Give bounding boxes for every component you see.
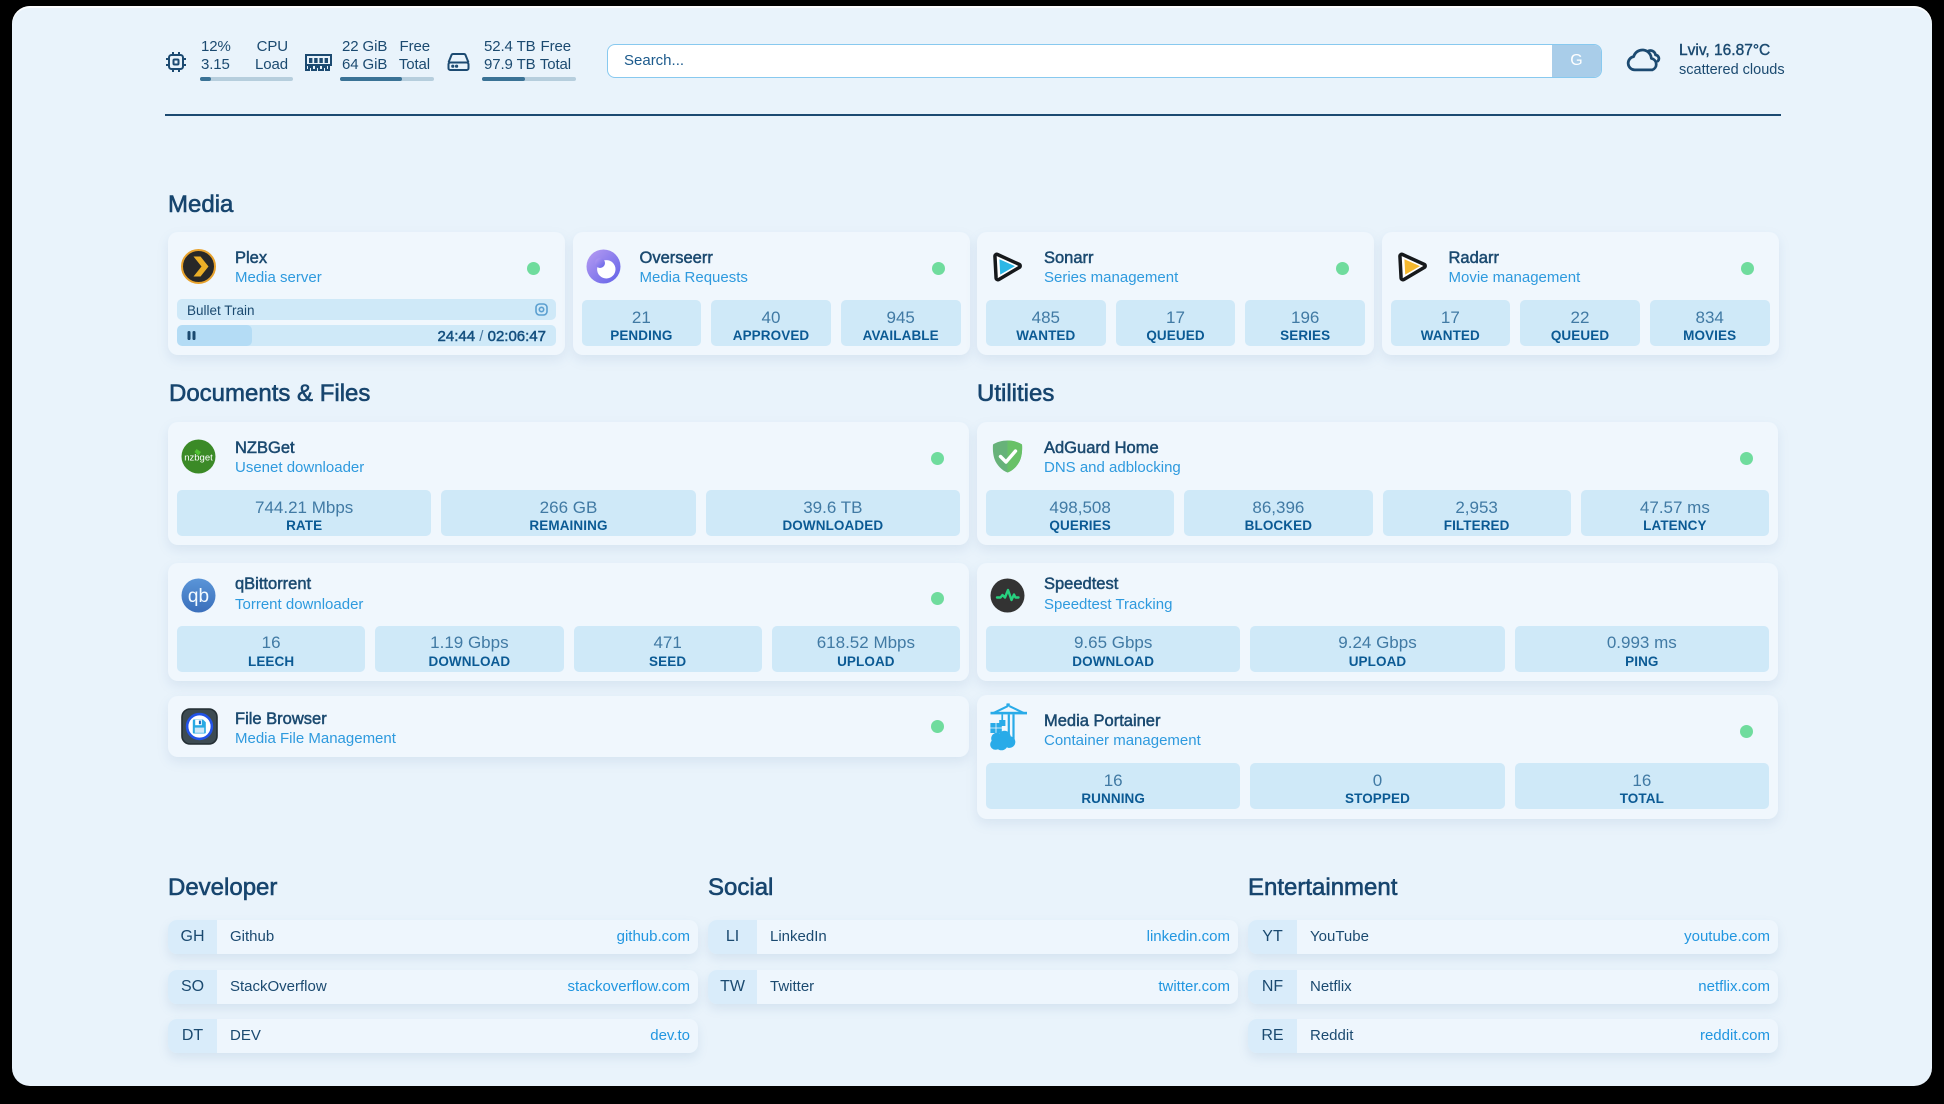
svg-text:qb: qb xyxy=(188,586,209,607)
svg-text:nzbget: nzbget xyxy=(184,453,213,464)
